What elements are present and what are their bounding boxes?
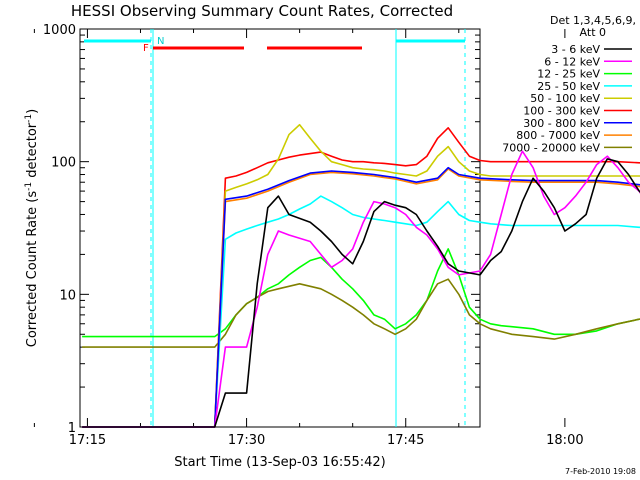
y-tick-label: 1000 <box>43 23 76 38</box>
legend-label: 6 - 12 keV <box>544 55 600 68</box>
legend-label: 100 - 300 keV <box>523 105 600 118</box>
y-axis-label: Corrected Count Rate (s-1 detector-1) <box>24 109 40 347</box>
legend-label: 800 - 7000 keV <box>516 129 600 142</box>
flag-N-label: N <box>157 36 164 47</box>
y-tick-labels: 1 10 100 1000 <box>43 23 76 436</box>
series-line-7 <box>82 168 640 428</box>
series-line-6 <box>82 166 640 428</box>
flag-F-label: F <box>143 43 149 54</box>
x-tick-label: 17:30 <box>228 433 265 448</box>
series-line-5 <box>82 127 640 428</box>
y-axis-label-sup1: -1 <box>24 182 34 191</box>
y-tick-label: 10 <box>59 288 76 303</box>
legend-label: 300 - 800 keV <box>523 117 600 130</box>
series-line-2 <box>82 248 640 338</box>
x-tick-label: 18:00 <box>546 433 583 448</box>
legend-label: 3 - 6 keV <box>551 43 600 56</box>
series-line-8 <box>82 278 640 348</box>
series-line-1 <box>82 150 640 428</box>
legend-header-1: Det 1,3,4,5,6,9, <box>550 14 636 27</box>
series-line-3 <box>82 195 640 428</box>
y-axis-label-sup2: -1 <box>24 114 34 123</box>
x-tick-label: 17:45 <box>387 433 424 448</box>
x-axis-label: Start Time (13-Sep-03 16:55:42) <box>174 455 385 470</box>
legend-label: 7000 - 20000 keV <box>502 141 600 154</box>
series-line-0 <box>82 158 640 428</box>
plot-frame <box>79 28 481 428</box>
y-tick-label: 1 <box>68 421 76 436</box>
y-tick-label: 100 <box>51 156 76 171</box>
y-axis-label-end: ) <box>25 109 40 114</box>
axis-ticks <box>33 28 566 428</box>
legend-header-2: Att 0 <box>580 26 606 39</box>
legend-label: 50 - 100 keV <box>530 92 600 105</box>
series-group <box>82 123 640 428</box>
series-line-4 <box>82 123 640 428</box>
footer-date: 7-Feb-2010 19:08 <box>565 467 636 476</box>
flag-lines: F N <box>84 29 466 427</box>
y-axis-label-mid: detector <box>25 122 40 182</box>
legend-label: 12 - 25 keV <box>537 68 600 81</box>
chart-title: HESSI Observing Summary Count Rates, Cor… <box>71 2 453 20</box>
y-axis-label-main: Corrected Count Rate (s <box>25 191 40 348</box>
x-tick-label: 17:15 <box>69 433 106 448</box>
legend-label: 25 - 50 keV <box>537 80 600 93</box>
